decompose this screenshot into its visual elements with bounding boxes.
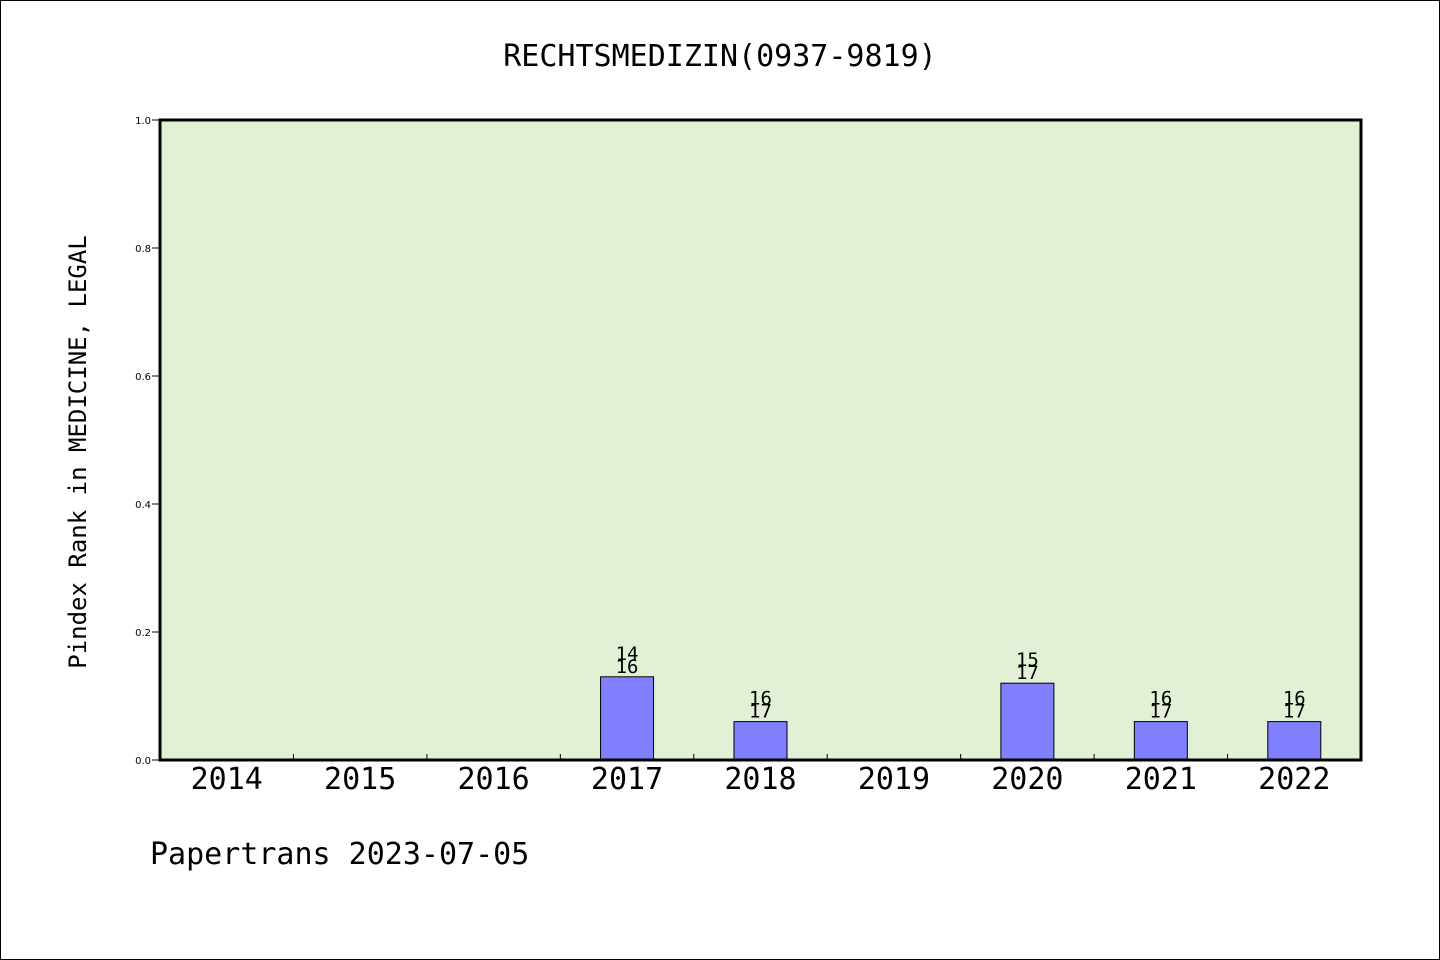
y-tick-label: 0.4 xyxy=(135,500,151,511)
y-tick-label: 0.8 xyxy=(135,244,151,255)
bar-label-upper: 16 xyxy=(749,688,772,710)
x-tick-label: 2019 xyxy=(858,762,930,797)
bar-label-lower: 16 xyxy=(616,656,639,678)
x-tick-label: 2016 xyxy=(457,762,529,797)
plot-area xyxy=(160,120,1361,760)
bar-2018 xyxy=(733,721,788,761)
bar-label-upper: 14 xyxy=(616,643,639,665)
bar-2022 xyxy=(1267,721,1322,761)
plot-border xyxy=(158,118,1363,762)
bars-group xyxy=(600,676,1322,761)
bar-label-lower: 17 xyxy=(749,701,772,723)
x-tick-label: 2017 xyxy=(591,762,663,797)
x-tick-label: 2022 xyxy=(1258,762,1330,797)
bar-2021 xyxy=(1133,721,1188,761)
y-tick-label: 1.0 xyxy=(135,116,151,127)
y-axis-ticks: 0.0 0.2 0.4 0.6 0.8 1.0 xyxy=(135,116,160,767)
x-tick-label: 2018 xyxy=(724,762,796,797)
y-axis-label: Pindex Rank in MEDICINE, LEGAL xyxy=(64,235,92,668)
x-tick-label: 2021 xyxy=(1125,762,1197,797)
footer-credit: Papertrans 2023-07-05 xyxy=(150,837,529,872)
x-tick-label: 2015 xyxy=(324,762,396,797)
chart-title: RECHTSMEDIZIN(0937-9819) xyxy=(503,39,936,74)
bar-label-lower: 17 xyxy=(1149,701,1172,723)
y-tick-label: 0.2 xyxy=(135,628,151,639)
bar-label-lower: 17 xyxy=(1283,701,1306,723)
y-tick-label: 0.6 xyxy=(135,372,151,383)
x-tick-label: 2014 xyxy=(191,762,263,797)
x-tick-label: 2020 xyxy=(991,762,1063,797)
x-axis-ticks: 2014 2015 2016 2017 2018 2019 2020 2021 2022 xyxy=(191,754,1330,797)
bar-2017 xyxy=(600,676,655,761)
bar-label-upper: 16 xyxy=(1149,688,1172,710)
bar-label-upper: 16 xyxy=(1283,688,1306,710)
bar-label-lower: 17 xyxy=(1016,662,1039,684)
bar-label-upper: 15 xyxy=(1016,649,1039,671)
y-tick-label: 0.0 xyxy=(135,756,151,767)
bar-2020 xyxy=(1000,682,1055,761)
